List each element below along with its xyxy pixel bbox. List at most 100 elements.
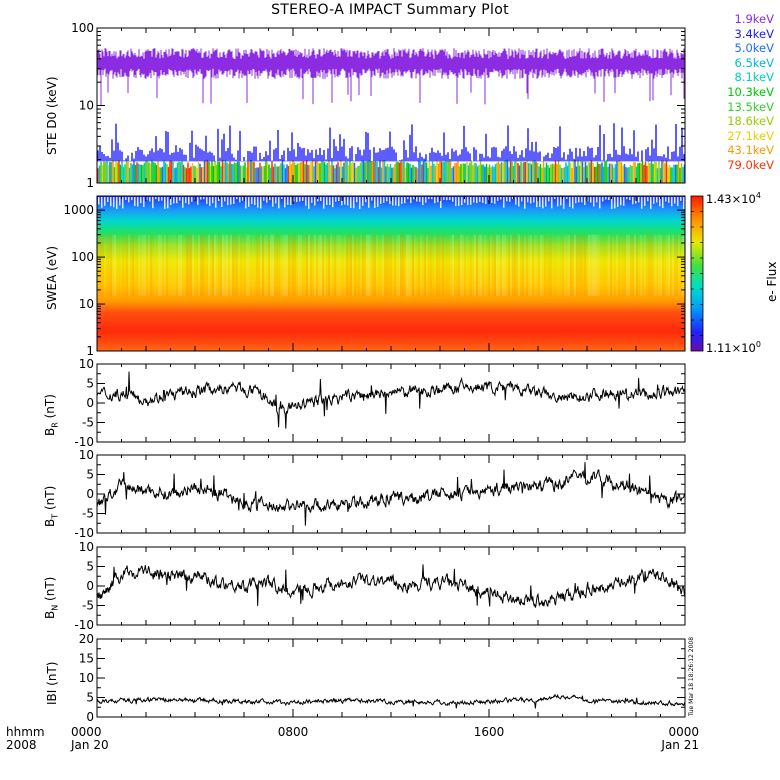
swea-ylabel: SWEA (eV) [45,245,59,310]
br-panel [96,363,686,443]
swea-top-gap [593,197,595,207]
swea-heatmap [97,196,685,351]
br-ylabel-sub: R [50,422,60,428]
timestamp-stamp: Tue Mar 18 18:26:12 2008 [688,636,695,716]
swea-streak [298,234,300,296]
swea-top-gap [458,197,460,206]
swea-top-gap [218,197,220,202]
swea-streak [562,234,564,296]
swea-streak [494,234,496,296]
swea-top-gap [533,197,535,203]
swea-streak [174,234,176,296]
swea-streak [308,234,310,296]
swea-streak [648,234,650,296]
swea-streak [294,234,296,296]
swea-top-gap [662,197,664,209]
swea-streak [496,234,498,296]
swea-streak [254,235,256,296]
swea-top-gap [497,197,499,201]
swea-streak [434,234,436,296]
swea-streak [550,234,552,296]
swea-streak [178,234,180,296]
swea-top-gap [335,197,337,202]
ste-series-group [97,48,686,183]
swea-top-gap [173,197,175,204]
swea-top-gap [419,197,421,202]
ste-frame [96,27,686,184]
swea-top-gap [200,197,202,200]
swea-top-gap [500,197,502,200]
swea-streak [628,234,630,296]
swea-top-gap [542,197,544,209]
swea-top-gap [191,197,193,202]
swea-top-gap [407,197,409,200]
swea-top-gap [527,197,529,203]
swea-streak [552,235,554,296]
swea-top-gap [320,197,322,201]
swea-streak [600,235,602,296]
swea-streak [472,235,474,296]
swea-streak [682,234,684,296]
swea-top-gap [599,197,601,209]
swea-top-gap [452,197,454,202]
swea-streak [208,234,210,296]
time-corner-hhmm: hhmm [6,725,45,739]
swea-streak [416,235,418,296]
swea-streak [582,234,584,296]
swea-streak [202,234,204,296]
swea-top-gap [125,197,127,201]
swea-streak [382,234,384,296]
swea-streak [230,234,232,296]
br-ytick-label: 10 [79,357,94,371]
swea-top-gap [149,197,151,202]
ste-panel [96,27,686,184]
swea-streak [468,235,470,296]
swea-streak [588,234,590,296]
legend-item: 43.1keV [727,143,774,158]
swea-streak [456,234,458,296]
swea-streak [318,234,320,296]
swea-streak [388,234,390,296]
bt-frame [96,454,686,534]
swea-streak [186,234,188,296]
swea-streak [154,235,156,296]
legend-item: 10.3keV [727,84,774,99]
swea-streak [310,234,312,296]
swea-top-gap [416,197,418,202]
bn-ytick-label: 5 [86,560,94,574]
swea-top-gap [221,197,223,207]
swea-streak [246,234,248,296]
swea-streak [466,234,468,296]
swea-top-gap [551,197,553,209]
swea-streak [386,234,388,296]
swea-streak [642,235,644,296]
swea-top-gap [440,197,442,208]
legend-item: 8.1keV [734,70,774,85]
swea-top-gap [248,197,250,207]
swea-streak [346,234,348,296]
swea-streak [140,234,142,296]
swea-streak [576,234,578,296]
swea-streak [652,234,654,296]
bt-ylabel-unit: (nT) [43,485,57,511]
bn-ylabel-unit: (nT) [43,576,57,601]
swea-top-gap [581,197,583,203]
swea-streak [394,234,396,296]
br-ytick-label: 0 [86,396,94,410]
swea-streak [428,234,430,296]
swea-streak [598,234,600,296]
colorbar-max-label: 1.43×104 [706,191,761,206]
swea-streak [616,234,618,296]
bmag-series-line [96,693,686,709]
swea-streak [470,234,472,296]
swea-top-gap [545,197,547,207]
swea-streak [192,234,194,296]
bt-ylabel-main: B [43,518,57,527]
swea-top-gap [539,197,541,207]
swea-top-gap [290,197,292,206]
swea-streak [502,234,504,296]
swea-top-gap [482,197,484,203]
